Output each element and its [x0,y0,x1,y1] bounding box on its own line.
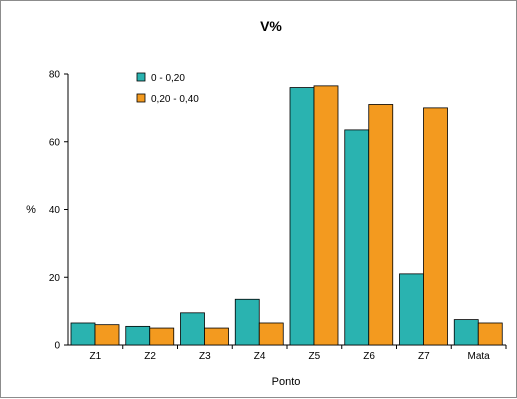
bar-z3-series-1 [180,312,205,346]
y-axis-label: % [26,204,36,216]
bar-mata-series-1 [453,319,479,346]
plot-area: 0 20 40 60 80 Z1 Z2 Z3 Z4 Z5 Z6 Z7 Mata [49,70,507,362]
chart-title: V% [260,18,282,34]
x-tick-label: Mata [468,351,491,362]
bar-z7-series-2 [423,107,448,346]
x-tick-label: Z7 [418,351,430,362]
bar-z3-series-2 [204,327,229,346]
x-tick-label: Z5 [309,351,321,362]
bar-z4-series-1 [234,298,260,346]
y-tick-label: 60 [49,137,61,148]
bar-z4-series-2 [258,322,284,346]
legend-entry: 0,20 - 0,40 [151,94,199,105]
bar-z6-series-2 [368,104,394,346]
legend-swatch [136,93,146,103]
bar-z2-series-1 [125,325,151,346]
y-tick-label: 40 [49,205,61,216]
y-tick-label: 0 [54,341,60,352]
bar-z6-series-1 [344,129,370,346]
bar-z7-series-1 [399,273,424,346]
x-tick-label: Z4 [254,351,266,362]
legend-entry: 0 - 0,20 [151,73,185,84]
y-tick-label: 80 [49,70,61,81]
legend-swatch [136,72,146,82]
bar-z5-series-1 [289,87,315,346]
y-tick-label: 20 [49,273,61,284]
bar-z1-series-1 [70,322,96,346]
bar-z1-series-2 [94,324,120,346]
x-tick-label: Z3 [199,351,211,362]
x-tick-label: Z1 [90,351,102,362]
x-tick-label: Z6 [363,351,375,362]
x-tick-label: Z2 [144,351,156,362]
bar-z5-series-2 [313,85,339,346]
bar-z2-series-2 [149,327,175,346]
bar-mata-series-2 [477,322,503,346]
x-axis-label: Ponto [272,376,301,388]
legend: 0 - 0,20 0,20 - 0,40 [136,72,199,105]
